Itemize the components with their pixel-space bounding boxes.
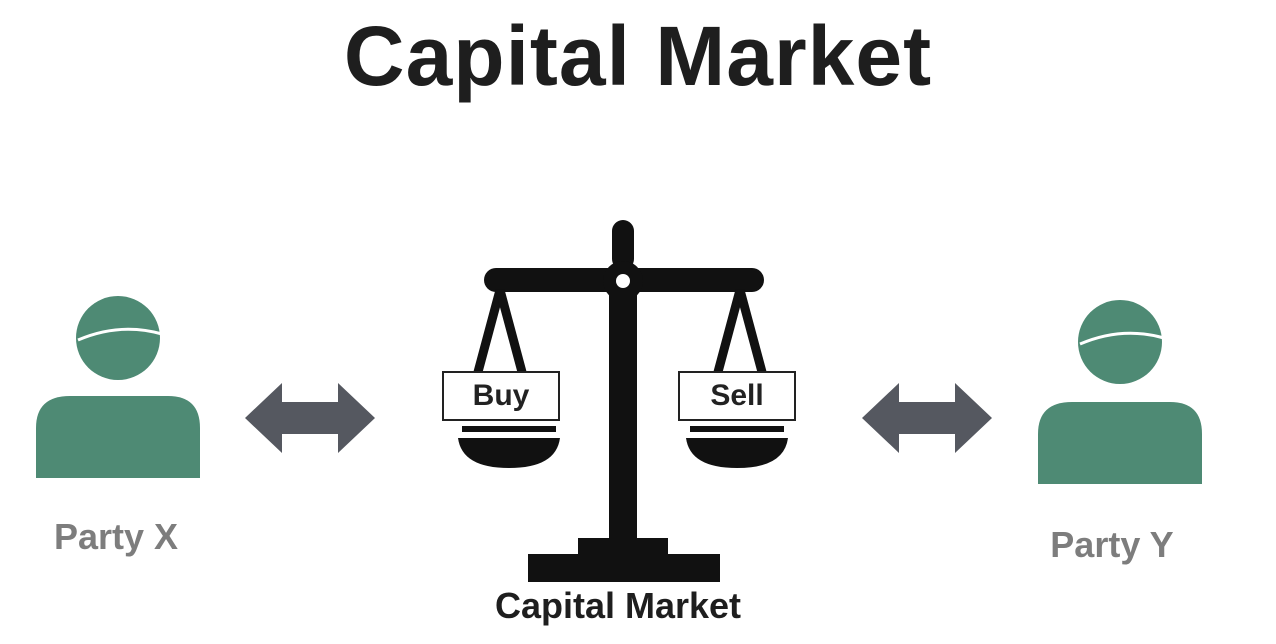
left-double-arrow-icon <box>245 383 375 453</box>
scale-base-label: Capital Market <box>494 585 742 626</box>
sell-label: Sell <box>678 371 796 421</box>
right-double-arrow-icon <box>862 383 992 453</box>
party-x-label: Party X <box>53 516 179 557</box>
buy-label: Buy <box>442 371 560 421</box>
party-x-person-icon <box>36 296 200 478</box>
diagram-title: Capital Market <box>343 9 933 103</box>
balance-scale-icon <box>458 220 788 582</box>
party-y-label: Party Y <box>1050 524 1174 565</box>
party-y-person-icon <box>1038 300 1202 484</box>
